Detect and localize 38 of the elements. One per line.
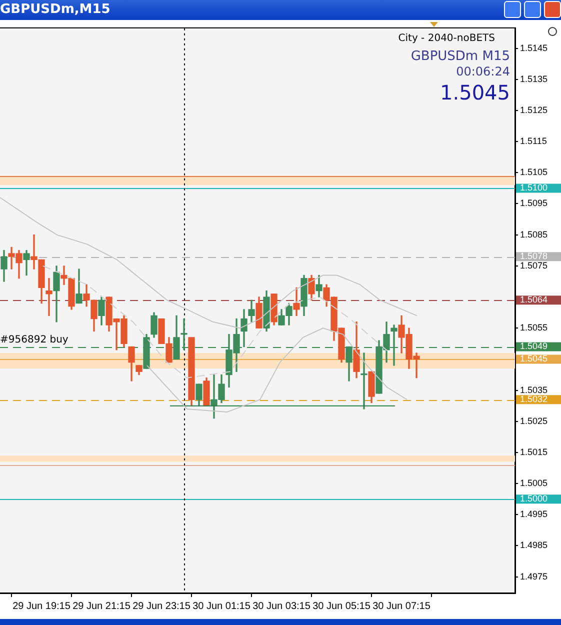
x-tick-label: 29 Jun 21:15 xyxy=(72,600,131,612)
ref-line-label: 1.5078 xyxy=(520,251,548,262)
x-tick-label: 30 Jun 07:15 xyxy=(372,600,431,612)
y-tick-label: 1.5075 xyxy=(520,260,548,270)
ref-line-label: 1.5032 xyxy=(520,394,548,404)
ref-line-label: 1.5000 xyxy=(520,494,548,504)
chart-title: GBPUSDm,M15 xyxy=(0,2,110,17)
ref-line-label: 1.5100 xyxy=(520,182,548,193)
ref-line-label: 1.5064 xyxy=(520,294,548,305)
y-tick-label: 1.5035 xyxy=(520,384,548,395)
ref-line-label: 1.5045 xyxy=(520,354,548,364)
x-tick-label: 30 Jun 03:15 xyxy=(252,600,311,612)
y-tick-label: 1.4985 xyxy=(520,540,548,550)
x-tick-label: 30 Jun 05:15 xyxy=(312,600,371,612)
y-tick-label: 1.5125 xyxy=(520,104,548,115)
annotation: GBPUSDm M15 xyxy=(410,48,510,64)
x-tick-label: 29 Jun 23:15 xyxy=(132,600,191,612)
annotation: City - 2040-noBETS xyxy=(398,32,495,44)
ref-line-label: 1.5049 xyxy=(520,341,548,352)
y-tick-label: 1.5095 xyxy=(520,198,548,208)
candlestick xyxy=(360,352,368,410)
y-tick-label: 1.4975 xyxy=(520,571,548,582)
y-tick-label: 1.5025 xyxy=(520,416,548,426)
y-tick-label: 1.5145 xyxy=(520,42,548,53)
y-tick-label: 1.5105 xyxy=(520,167,548,178)
x-tick-label: 30 Jun 01:15 xyxy=(192,600,251,612)
annotation: #956892 buy xyxy=(0,334,68,346)
annotation: 00:06:24 xyxy=(456,64,510,79)
y-tick-label: 1.5115 xyxy=(520,136,547,146)
y-tick-label: 1.5085 xyxy=(520,229,548,240)
y-tick-label: 1.5015 xyxy=(520,446,548,457)
annotation: 1.5045 xyxy=(440,80,510,105)
candlestick xyxy=(46,278,52,316)
y-tick-label: 1.5055 xyxy=(520,322,548,333)
y-tick-label: 1.5005 xyxy=(520,478,548,488)
y-tick-label: 1.5135 xyxy=(520,74,548,84)
y-tick-label: 1.4995 xyxy=(520,509,548,520)
x-tick-label: 29 Jun 19:15 xyxy=(12,600,71,612)
